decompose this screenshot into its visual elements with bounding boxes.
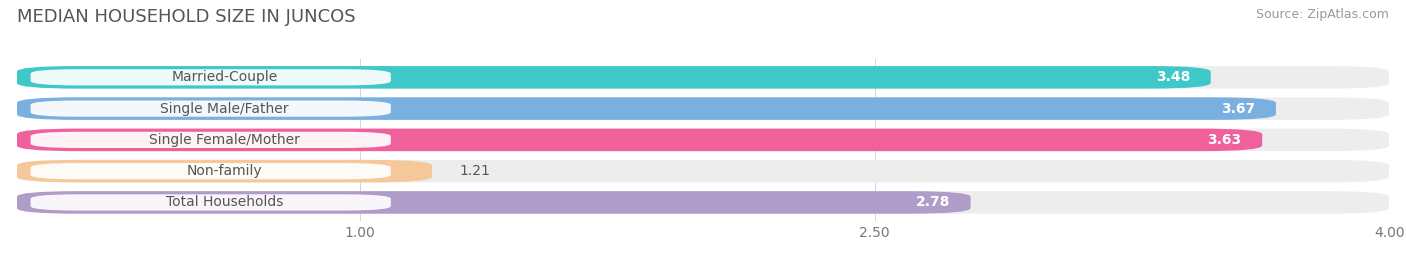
- FancyBboxPatch shape: [17, 160, 432, 182]
- FancyBboxPatch shape: [17, 160, 1389, 182]
- Text: Non-family: Non-family: [187, 164, 263, 178]
- Text: 3.48: 3.48: [1156, 70, 1189, 84]
- FancyBboxPatch shape: [17, 66, 1211, 89]
- FancyBboxPatch shape: [17, 191, 1389, 214]
- FancyBboxPatch shape: [17, 66, 1389, 89]
- FancyBboxPatch shape: [17, 129, 1389, 151]
- FancyBboxPatch shape: [31, 163, 391, 179]
- Text: 1.21: 1.21: [460, 164, 491, 178]
- Text: Single Female/Mother: Single Female/Mother: [149, 133, 299, 147]
- FancyBboxPatch shape: [17, 191, 970, 214]
- FancyBboxPatch shape: [17, 97, 1389, 120]
- FancyBboxPatch shape: [31, 69, 391, 86]
- Text: 3.63: 3.63: [1208, 133, 1241, 147]
- FancyBboxPatch shape: [31, 194, 391, 211]
- Text: MEDIAN HOUSEHOLD SIZE IN JUNCOS: MEDIAN HOUSEHOLD SIZE IN JUNCOS: [17, 8, 356, 26]
- FancyBboxPatch shape: [17, 129, 1263, 151]
- FancyBboxPatch shape: [31, 132, 391, 148]
- Text: Total Households: Total Households: [166, 196, 283, 210]
- Text: Married-Couple: Married-Couple: [172, 70, 277, 84]
- FancyBboxPatch shape: [31, 101, 391, 117]
- Text: 3.67: 3.67: [1222, 102, 1256, 116]
- Text: Source: ZipAtlas.com: Source: ZipAtlas.com: [1256, 8, 1389, 21]
- Text: 2.78: 2.78: [915, 196, 950, 210]
- Text: Single Male/Father: Single Male/Father: [160, 102, 288, 116]
- FancyBboxPatch shape: [17, 97, 1275, 120]
